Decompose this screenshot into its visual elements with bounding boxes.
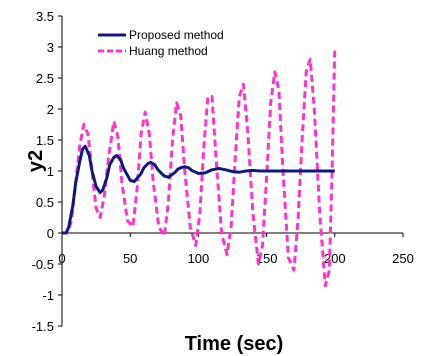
y-tick-label: 3.5 [36,9,54,24]
y-tick-label: 1 [47,164,54,179]
y-tick-label: 2.5 [36,71,54,86]
y-tick-label: 1.5 [36,133,54,148]
series-line-huang-method [62,46,337,288]
y-tick-label: -1 [42,288,54,303]
y-tick-label: -1.5 [32,319,54,334]
y-tick-label: 3 [47,40,54,55]
x-tick-label: 200 [324,251,346,266]
x-axis-title: Time (sec) [185,333,284,355]
legend-label-huang-method: Huang method [129,44,208,58]
x-tick-label: 0 [58,251,65,266]
x-tick-label: 250 [392,251,414,266]
legend: Proposed method Huang method [98,28,224,58]
series-line-proposed-method [62,144,335,235]
x-tick-label: 100 [188,251,210,266]
legend-label-proposed-method: Proposed method [129,28,224,42]
x-ticks: 0 50 100 150 200 250 [58,233,414,266]
y-tick-label: -0.5 [32,257,54,272]
y-tick-label: 0 [47,226,54,241]
y-ticks: -1.5 -1 -0.5 0 0.5 1 1.5 2 2.5 3 3.5 [32,9,62,334]
x-tick-label: 50 [123,251,137,266]
series-layer [62,46,337,288]
y-tick-label: 0.5 [36,195,54,210]
y-tick-label: 2 [47,102,54,117]
y-axis-title: y2 [25,150,47,172]
